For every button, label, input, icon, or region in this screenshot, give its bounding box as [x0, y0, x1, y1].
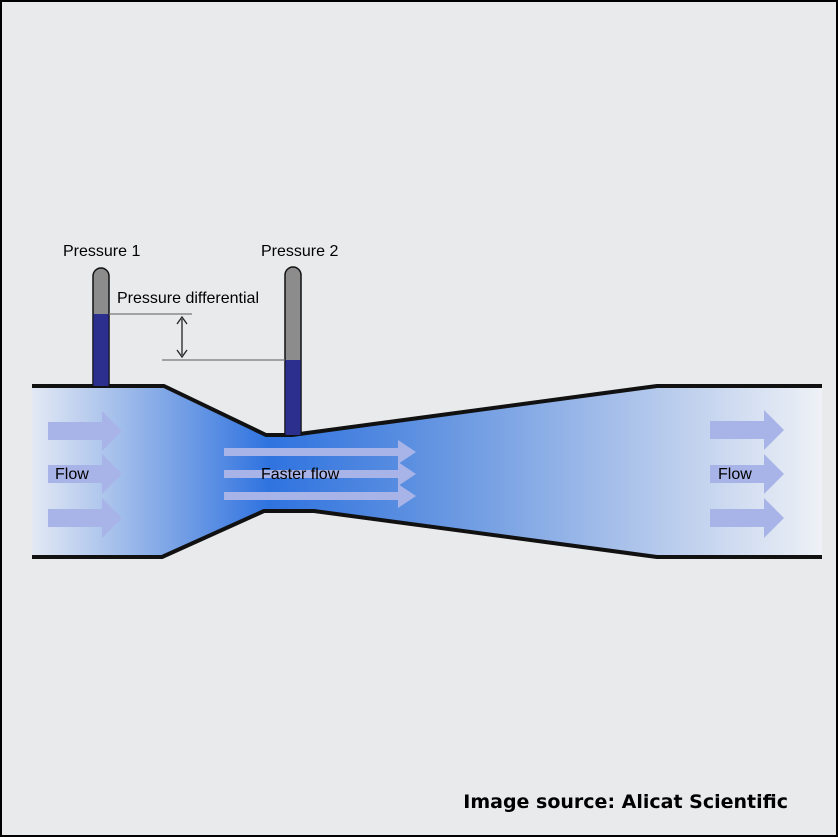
flow-label-left: Flow — [55, 466, 89, 483]
flow-arrows-left — [48, 411, 122, 538]
flow-arrow-icon — [48, 498, 122, 538]
flow-arrow-icon — [48, 454, 122, 494]
manometer-2-fluid-column — [285, 360, 301, 435]
manometer-tube-1 — [92, 267, 110, 387]
flow-arrows-right — [710, 410, 784, 538]
flow-arrow-icon — [224, 440, 416, 464]
flow-arrow-icon — [710, 498, 784, 538]
flow-arrow-icon — [48, 411, 122, 451]
manometer-1-fluid-column — [93, 314, 109, 386]
pressure-differential-indicator — [109, 313, 285, 361]
pressure-2-label: Pressure 2 — [261, 243, 338, 260]
faster-flow-label: Faster flow — [261, 466, 340, 483]
fluid-region — [32, 386, 822, 557]
image-source-caption: Image source: Alicat Scientific — [463, 791, 788, 813]
flow-label-right: Flow — [718, 466, 752, 483]
manometer-tube-2 — [284, 266, 302, 436]
flow-arrow-icon — [224, 484, 416, 508]
double-headed-arrow-icon — [176, 315, 188, 359]
flow-arrow-icon — [710, 410, 784, 450]
pipe-wall-top — [32, 384, 822, 437]
flow-arrow-icon — [710, 454, 784, 494]
pressure-differential-label: Pressure differential — [117, 290, 259, 307]
pipe-wall-bottom — [32, 509, 822, 559]
flow-arrow-icon — [224, 462, 416, 486]
flow-arrows-throat — [224, 440, 416, 508]
pressure-1-label: Pressure 1 — [63, 243, 140, 260]
